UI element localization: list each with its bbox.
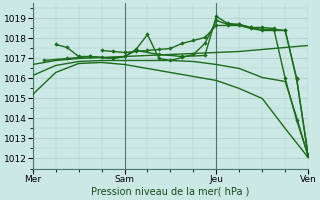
X-axis label: Pression niveau de la mer( hPa ): Pression niveau de la mer( hPa )	[91, 187, 250, 197]
